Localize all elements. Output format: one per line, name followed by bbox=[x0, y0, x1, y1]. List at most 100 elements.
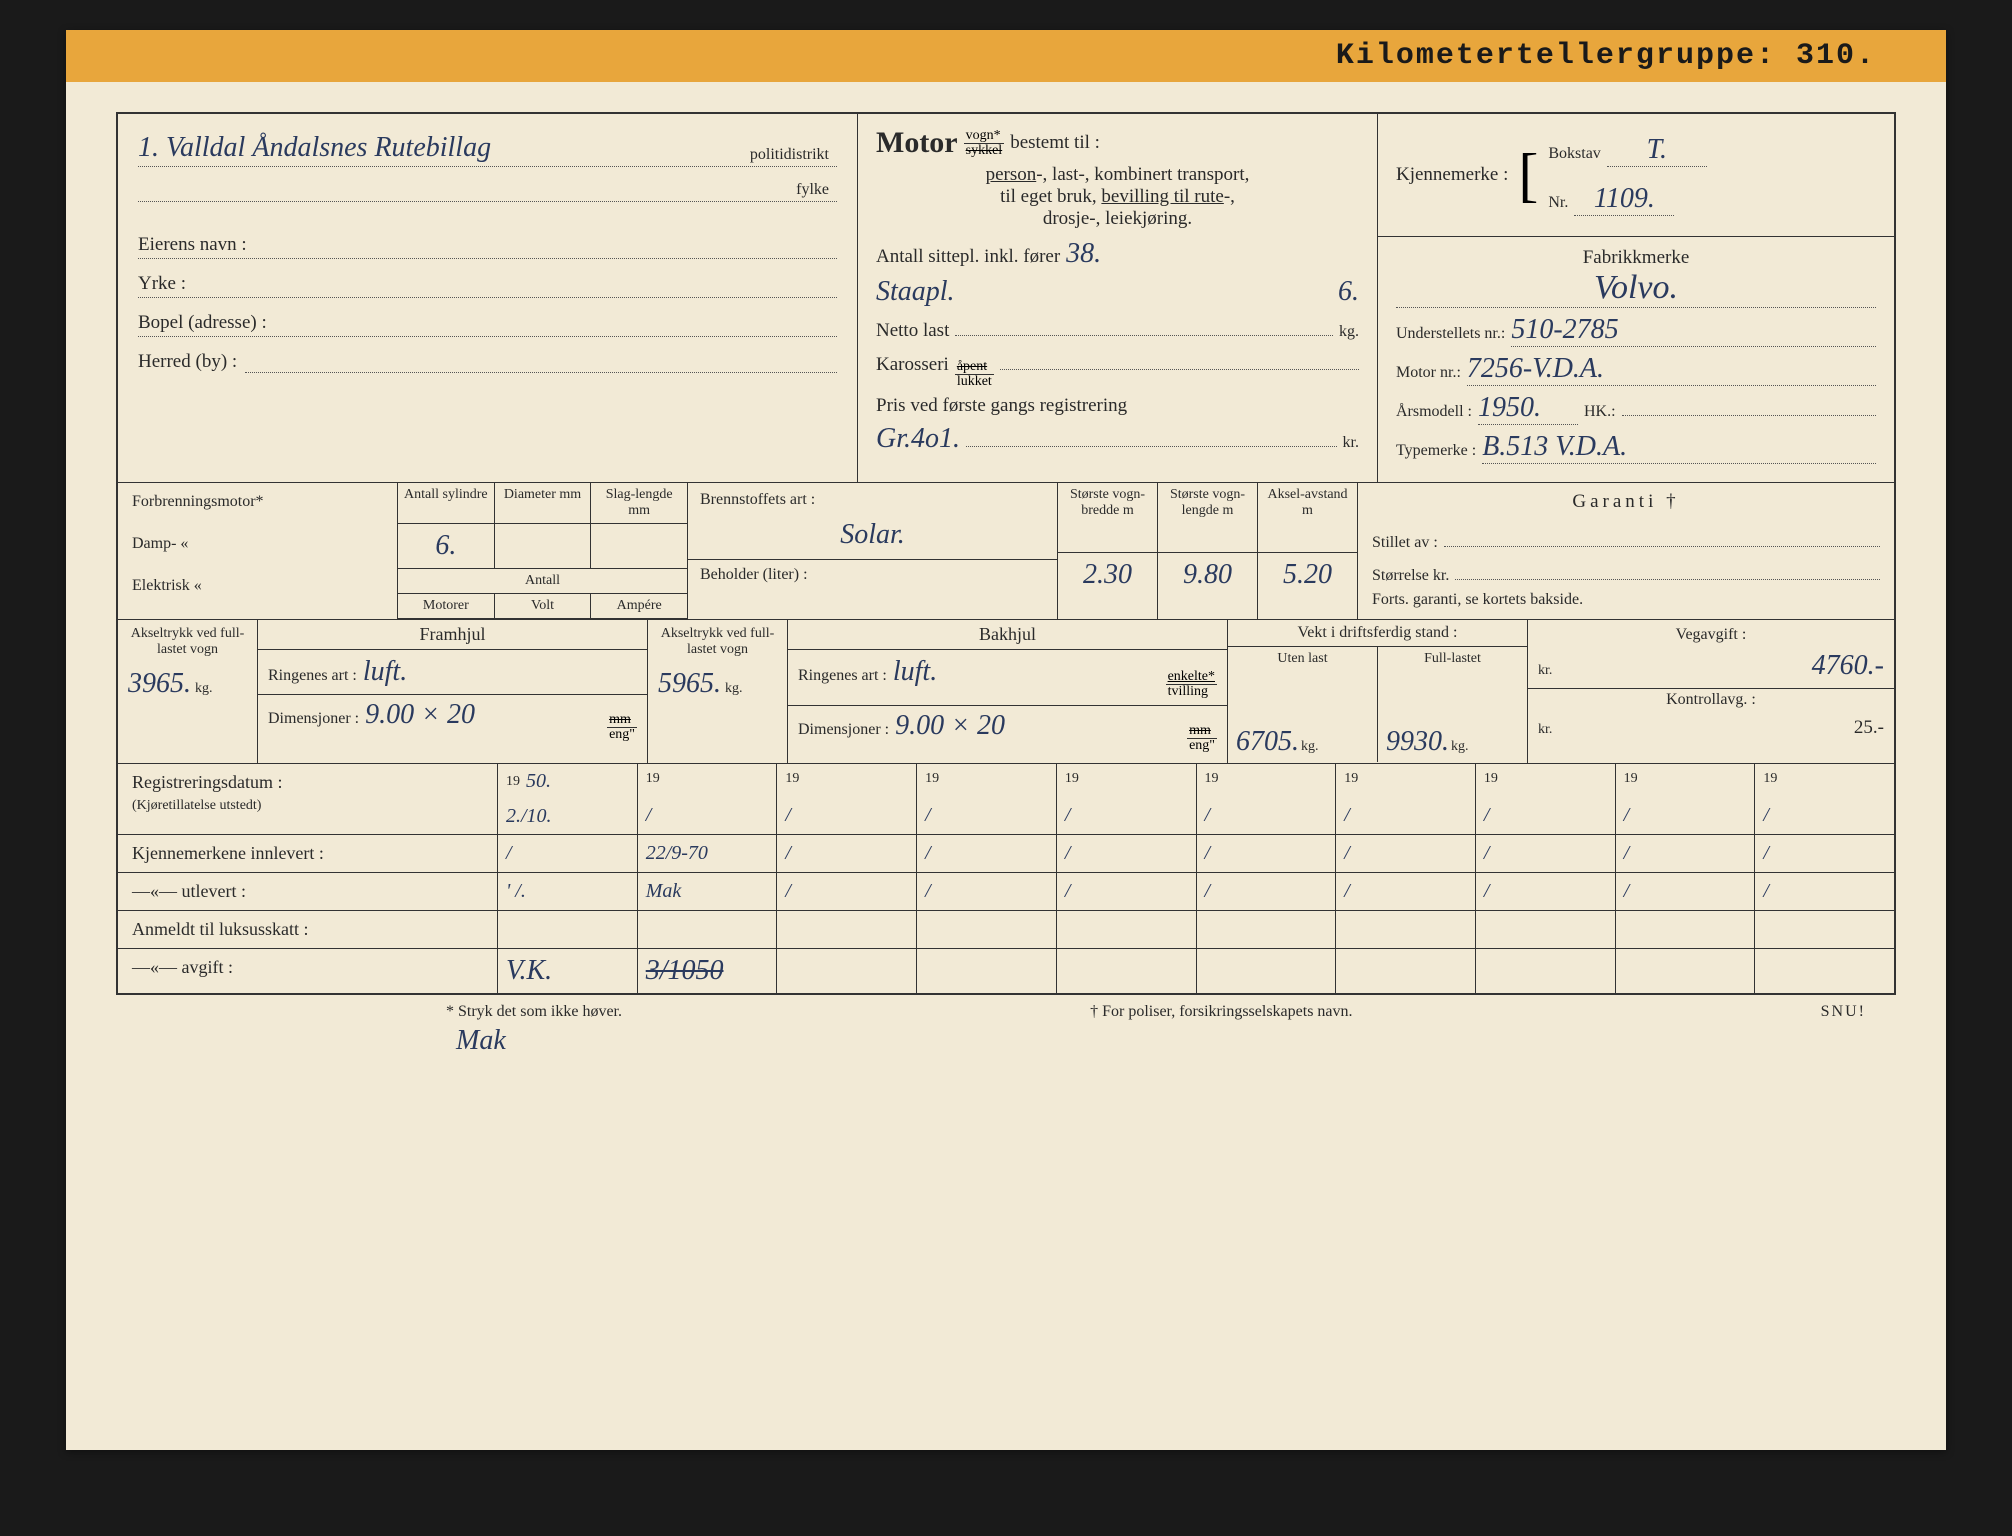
wheels-row: Akseltrykk ved full-lastet vogn 3965. kg… bbox=[118, 620, 1894, 764]
reg-cell: / bbox=[498, 835, 638, 872]
uten-value: 6705. bbox=[1236, 726, 1299, 758]
reg-cell: / bbox=[777, 835, 917, 872]
understell-label: Understellets nr.: bbox=[1396, 325, 1505, 343]
bokstav-label: Bokstav bbox=[1548, 145, 1600, 163]
full-label: Full-lastet bbox=[1386, 651, 1519, 667]
header-value: 310. bbox=[1796, 39, 1876, 73]
reg-cell: / bbox=[777, 873, 917, 910]
bak-aksel-label: Akseltrykk ved full-lastet vogn bbox=[658, 626, 777, 658]
bestemt-label: bestemt til : bbox=[1010, 132, 1100, 154]
reg-cell: / bbox=[1336, 835, 1476, 872]
reg-cell bbox=[638, 911, 778, 948]
reg-cell: 19/ bbox=[1336, 764, 1476, 834]
reg-cell: 19/ bbox=[1197, 764, 1337, 834]
vegavgift-label: Vegavgift : bbox=[1538, 626, 1884, 644]
row5-val2: 3/1050 bbox=[646, 955, 724, 987]
reg-cell: / bbox=[1197, 835, 1337, 872]
fram-dim-value: 9.00 × 20 bbox=[365, 699, 475, 731]
bak-dim-value: 9.00 × 20 bbox=[895, 710, 1005, 742]
bak-ring-value: luft. bbox=[893, 656, 937, 688]
reg-cell: 22/9-70 bbox=[638, 835, 778, 872]
transport-line4: drosje-, leiekjøring. bbox=[876, 208, 1359, 230]
karosseri-frac: åpent lukket bbox=[955, 360, 994, 389]
yrke-label: Yrke : bbox=[138, 273, 186, 295]
full-value: 9930. bbox=[1386, 726, 1449, 758]
bak-dim-label: Dimensjoner : bbox=[798, 721, 889, 739]
forbrenning-label: Forbrenningsmotor* bbox=[132, 493, 383, 511]
reg-cell: 19/ bbox=[1057, 764, 1197, 834]
col-motorer: Motorer bbox=[398, 594, 495, 619]
motor-title: Motor bbox=[876, 126, 958, 160]
reg-cell bbox=[1336, 911, 1476, 948]
col-antall: Antall bbox=[398, 569, 687, 594]
antall-syl-value: 6. bbox=[398, 524, 495, 568]
reg-cell: / bbox=[1057, 835, 1197, 872]
reg-cell: / bbox=[917, 873, 1057, 910]
reg-cell: 19/ bbox=[1476, 764, 1616, 834]
fram-title: Framhjul bbox=[258, 620, 647, 650]
reg-cell bbox=[1616, 911, 1756, 948]
owner-label: Eierens navn : bbox=[138, 234, 247, 256]
motornr-value: 7256-V.D.A. bbox=[1467, 353, 1876, 386]
elektrisk-label: Elektrisk « bbox=[132, 577, 383, 595]
fabrikk-value: Volvo. bbox=[1396, 269, 1876, 308]
reg-row1-sub: (Kjøretillatelse utstedt) bbox=[132, 798, 261, 813]
aksel-label: Aksel-avstand m bbox=[1258, 483, 1357, 553]
bak-ring-label: Ringenes art : bbox=[798, 667, 887, 685]
row5-val1: V.K. bbox=[506, 955, 552, 987]
staapl-value: 6. bbox=[1338, 276, 1359, 308]
vekt-title: Vekt i driftsferdig stand : bbox=[1228, 620, 1527, 647]
reg-cell: 19/ bbox=[777, 764, 917, 834]
beholder-label: Beholder (liter) : bbox=[700, 566, 808, 583]
netto-unit: kg. bbox=[1339, 323, 1359, 341]
transport-line3: til eget bruk, bevilling til rute-, bbox=[876, 186, 1359, 208]
stillet-label: Stillet av : bbox=[1372, 534, 1438, 552]
vehicle-id-block: Kjennemerke : [ Bokstav T. Nr. 1109. bbox=[1378, 114, 1894, 482]
motornr-label: Motor nr.: bbox=[1396, 364, 1461, 382]
footer-notes: * Stryk det som ikke høver. † For polise… bbox=[116, 995, 1896, 1029]
reg-cell bbox=[1476, 911, 1616, 948]
reg-cell bbox=[498, 911, 638, 948]
district-suffix: politidistrikt bbox=[750, 146, 829, 164]
bredde-value: 2.30 bbox=[1058, 553, 1157, 597]
reg-row2-label: Kjennemerkene innlevert : bbox=[118, 835, 498, 872]
registration-card: Kilometertellergruppe: 310. 1. Valldal Å… bbox=[66, 30, 1946, 1450]
col-volt: Volt bbox=[495, 594, 592, 619]
karosseri-label: Karosseri bbox=[876, 354, 949, 376]
bak-aksel-value: 5965. bbox=[658, 668, 721, 700]
herred-label: Herred (by) : bbox=[138, 351, 237, 373]
reg-cell: 1950.2./10. bbox=[498, 764, 638, 834]
staapl-label: Staapl. bbox=[876, 276, 955, 308]
antall-sittepl-label: Antall sittepl. inkl. fører bbox=[876, 246, 1060, 268]
kontroll-label: Kontrollavg. : bbox=[1528, 688, 1894, 711]
reg-cell: 19/ bbox=[1755, 764, 1894, 834]
reg-cell bbox=[777, 911, 917, 948]
reg-cell: / bbox=[1755, 873, 1894, 910]
reg-row3-label: —«— utlevert : bbox=[118, 873, 498, 910]
owner-block: 1. Valldal Åndalsnes Rutebillag politidi… bbox=[118, 114, 858, 482]
bak-title: Bakhjul bbox=[788, 620, 1227, 650]
antall-sittepl-value: 38. bbox=[1066, 238, 1101, 270]
col-antall-syl: Antall sylindre bbox=[398, 483, 495, 524]
reg-row1-label: Registreringsdatum : bbox=[132, 772, 282, 792]
kontroll-value: 25.- bbox=[1558, 717, 1884, 739]
reg-cell: / bbox=[1616, 835, 1756, 872]
col-ampere: Ampére bbox=[591, 594, 687, 619]
aksel-value: 5.20 bbox=[1258, 553, 1357, 597]
footer-mak: Mak bbox=[456, 1025, 1896, 1057]
nr-label: Nr. bbox=[1548, 194, 1568, 212]
damp-label: Damp- « bbox=[132, 535, 383, 553]
uten-label: Uten last bbox=[1236, 651, 1369, 667]
forts-label: Forts. garanti, se kortets bakside. bbox=[1372, 591, 1880, 609]
reg-cell: 19/ bbox=[1616, 764, 1756, 834]
reg-cell: 19/ bbox=[638, 764, 778, 834]
fram-aksel-label: Akseltrykk ved full-lastet vogn bbox=[128, 626, 247, 658]
transport-line2: -, last-, kombinert transport, bbox=[1036, 164, 1249, 185]
reg-cell: / bbox=[1057, 873, 1197, 910]
reg-cell: ' /. bbox=[498, 873, 638, 910]
storrelse-label: Størrelse kr. bbox=[1372, 567, 1449, 585]
lengde-label: Største vogn-lengde m bbox=[1158, 483, 1257, 553]
netto-label: Netto last bbox=[876, 320, 949, 342]
understell-value: 510-2785 bbox=[1511, 314, 1876, 347]
reg-row4-label: Anmeldt til luksusskatt : bbox=[118, 911, 498, 948]
